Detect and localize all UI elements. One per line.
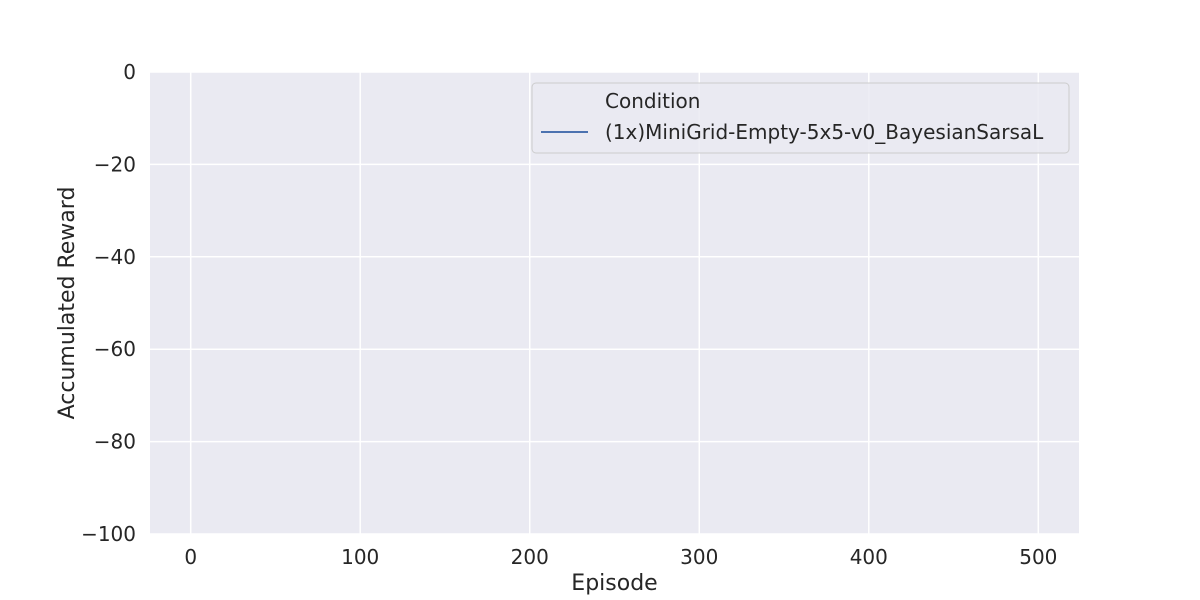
x-tick-label: 100 bbox=[341, 545, 379, 569]
y-tick-label: −80 bbox=[94, 430, 136, 454]
x-tick-label: 200 bbox=[511, 545, 549, 569]
x-tick-label: 0 bbox=[184, 545, 197, 569]
legend: Condition (1x)MiniGrid-Empty-5x5-v0_Baye… bbox=[531, 82, 1070, 154]
y-tick-label: −40 bbox=[94, 245, 136, 269]
y-axis-label: Accumulated Reward bbox=[55, 187, 80, 420]
x-tick-label: 500 bbox=[1019, 545, 1057, 569]
y-tick-label: −60 bbox=[94, 337, 136, 361]
x-axis-label: Episode bbox=[571, 571, 657, 596]
legend-title: Condition bbox=[605, 89, 700, 113]
legend-entry-label: (1x)MiniGrid-Empty-5x5-v0_BayesianSarsaL bbox=[605, 120, 1044, 144]
x-axis-ticks: 0 100 200 300 400 500 bbox=[184, 545, 1057, 569]
grid-lines bbox=[150, 71, 1079, 535]
y-tick-label: −20 bbox=[94, 152, 136, 176]
legend-box bbox=[531, 82, 1070, 154]
y-tick-label: 0 bbox=[123, 60, 136, 84]
x-tick-label: 300 bbox=[680, 545, 718, 569]
y-axis-ticks: 0 −20 −40 −60 −80 −100 bbox=[81, 60, 136, 546]
y-tick-label: −100 bbox=[81, 522, 136, 546]
x-tick-label: 400 bbox=[850, 545, 888, 569]
